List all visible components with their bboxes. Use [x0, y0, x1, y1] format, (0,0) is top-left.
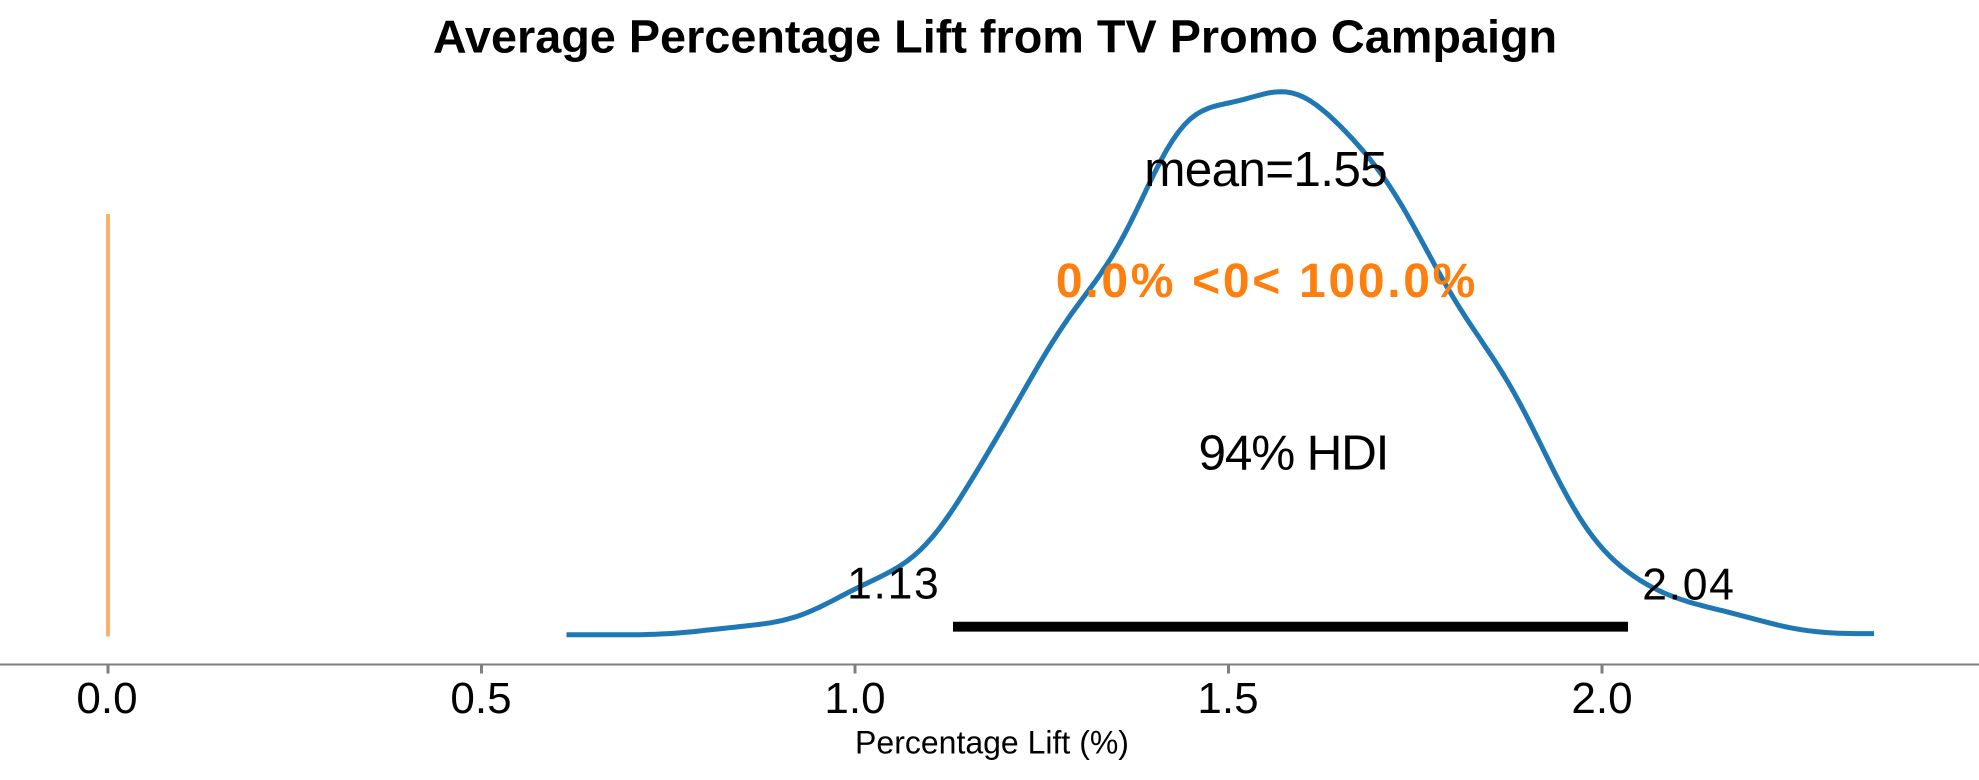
svg-text:0.5: 0.5 — [450, 674, 511, 723]
svg-text:1.0: 1.0 — [824, 674, 885, 723]
svg-text:mean=1.55: mean=1.55 — [1144, 142, 1387, 197]
svg-text:1.13: 1.13 — [847, 560, 940, 609]
svg-text:Percentage Lift (%): Percentage Lift (%) — [855, 725, 1129, 761]
svg-text:0.0: 0.0 — [76, 674, 137, 723]
svg-text:0.0% <0< 100.0%: 0.0% <0< 100.0% — [1056, 255, 1478, 308]
svg-text:1.5: 1.5 — [1197, 674, 1258, 723]
svg-text:2.0: 2.0 — [1571, 674, 1632, 723]
svg-text:Average Percentage Lift from T: Average Percentage Lift from TV Promo Ca… — [433, 11, 1557, 63]
svg-text:94% HDI: 94% HDI — [1199, 425, 1389, 480]
svg-text:2.04: 2.04 — [1642, 561, 1735, 610]
